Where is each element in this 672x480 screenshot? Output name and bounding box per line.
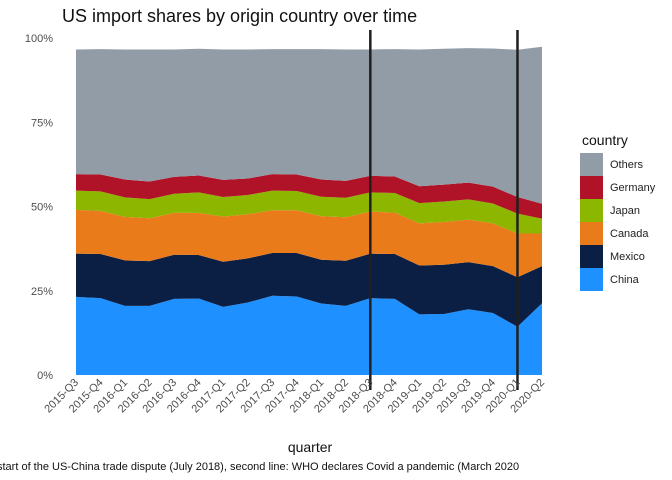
legend-swatch-others	[580, 153, 603, 176]
y-axis-ticks: 0% 25% 50% 75% 100%	[25, 33, 53, 382]
event-lines	[369, 30, 519, 390]
legend-swatch-canada	[580, 222, 603, 245]
legend-label-mexico: Mexico	[610, 251, 645, 263]
y-tick-label: 25%	[31, 286, 53, 298]
y-tick-label: 0%	[37, 370, 53, 382]
legend-label-canada: Canada	[610, 228, 649, 240]
y-tick-label: 100%	[25, 33, 53, 45]
area-germany	[76, 174, 542, 219]
legend: country Others Germany Japan Canada Mexico Ch…	[580, 132, 656, 291]
area-mexico	[76, 253, 542, 327]
legend-label-germany: Germany	[610, 182, 656, 194]
legend-swatch-china	[580, 268, 603, 291]
legend-swatch-mexico	[580, 245, 603, 268]
y-tick-label: 75%	[31, 117, 53, 129]
legend-label-japan: Japan	[610, 205, 640, 217]
area-japan	[76, 190, 542, 234]
x-axis-ticks: 2015-Q32015-Q42016-Q12016-Q22016-Q32016-…	[42, 377, 547, 416]
y-tick-label: 50%	[31, 202, 53, 214]
legend-label-china: China	[610, 274, 640, 286]
area-china	[76, 295, 542, 375]
stacked-areas	[76, 46, 542, 375]
legend-swatch-japan	[580, 199, 603, 222]
legend-title: country	[582, 132, 628, 148]
caption: start of the US-China trade dispute (Jul…	[0, 461, 519, 473]
legend-label-others: Others	[610, 159, 644, 171]
area-canada	[76, 209, 542, 278]
x-axis-title: quarter	[288, 439, 333, 455]
chart-title: US import shares by origin country over …	[62, 6, 417, 26]
legend-swatch-germany	[580, 176, 603, 199]
area-others	[76, 46, 542, 204]
